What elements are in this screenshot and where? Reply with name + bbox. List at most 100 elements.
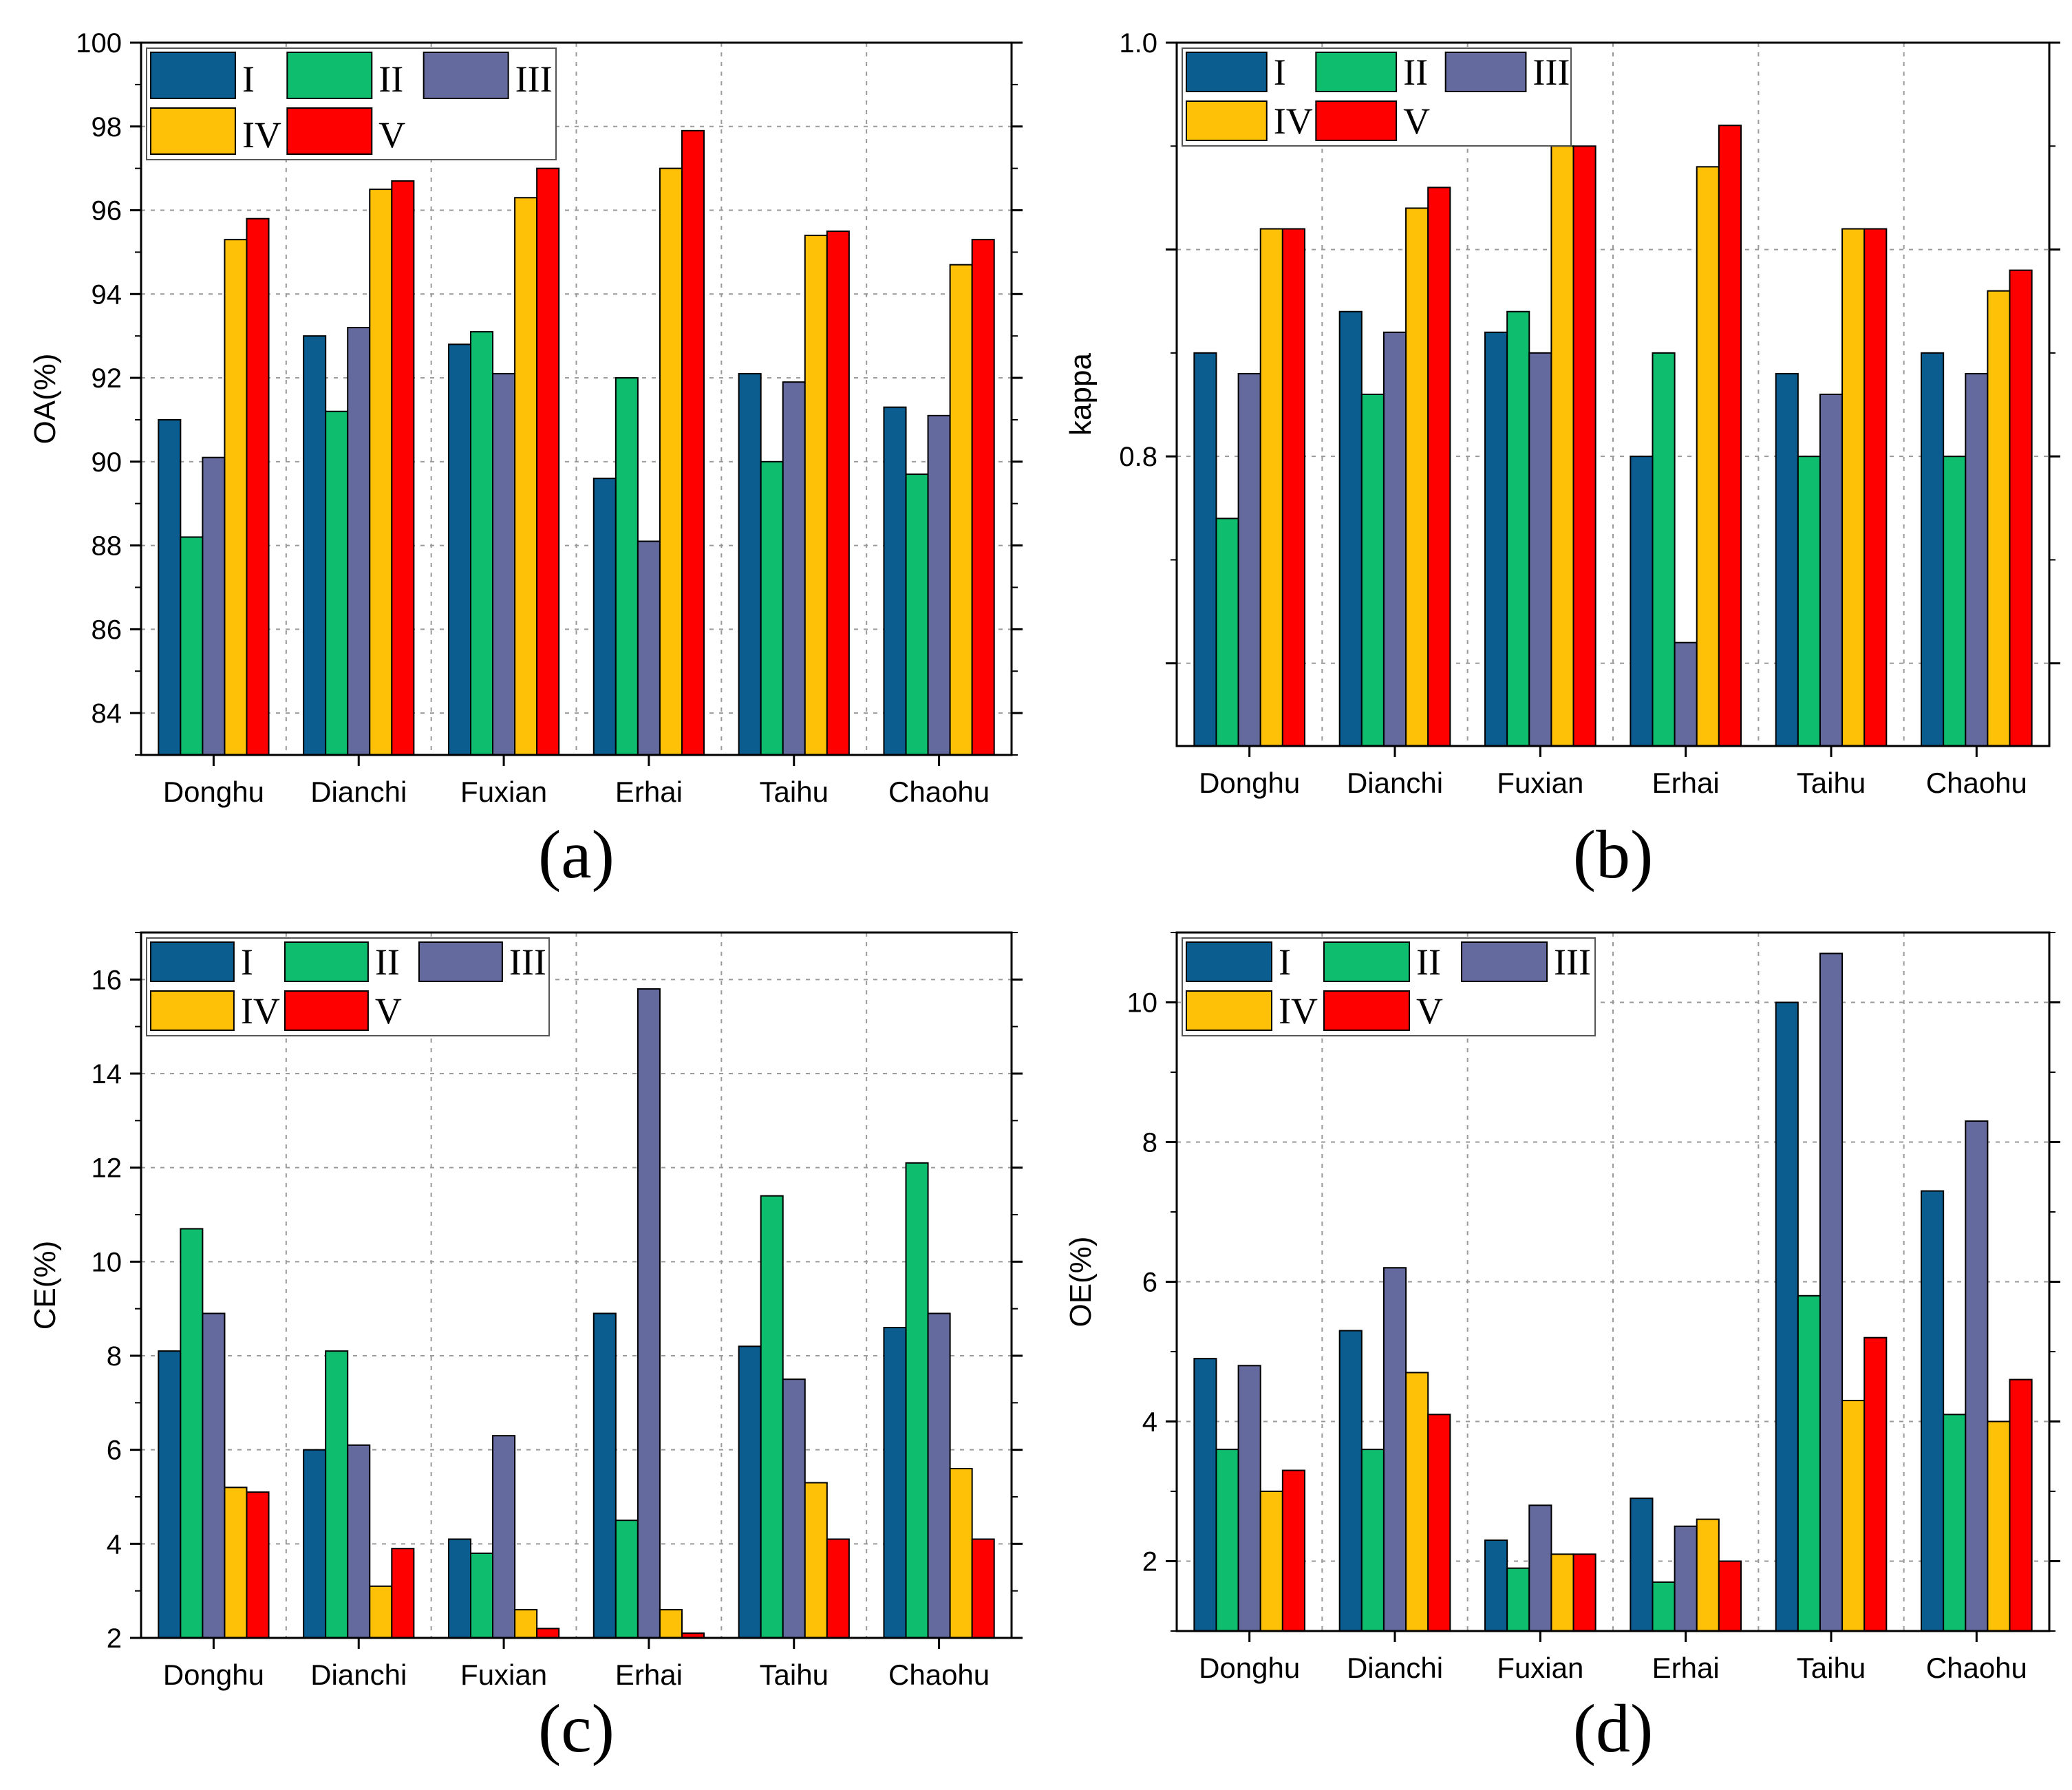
- bar-erhai-series-II: [1652, 352, 1676, 747]
- bar-erhai-series-II: [1652, 1581, 1676, 1632]
- bar-erhai-series-I: [1630, 1498, 1654, 1632]
- bar-fuxian-series-V: [1572, 145, 1596, 747]
- bar-erhai-series-II: [615, 377, 639, 756]
- bar-fuxian-series-V: [536, 1628, 560, 1639]
- bar-donghu-series-V: [246, 1491, 270, 1639]
- x-tick-label: Erhai: [1652, 1652, 1720, 1684]
- legend-swatch-IV: [1186, 990, 1272, 1031]
- y-tick-label: 96: [92, 196, 122, 226]
- legend-swatch-I: [150, 52, 236, 99]
- bar-dianchi-series-I: [303, 1449, 327, 1639]
- bar-erhai-series-V: [1718, 125, 1742, 747]
- bar-dianchi-series-I: [303, 335, 327, 756]
- x-tick-label: Dianchi: [1347, 767, 1443, 799]
- bar-erhai-series-V: [1718, 1560, 1742, 1632]
- bar-dianchi-series-II: [1360, 394, 1385, 747]
- bar-chaohu-series-II: [905, 473, 929, 756]
- legend-swatch-III: [1461, 941, 1548, 982]
- bar-taihu-series-III: [1819, 952, 1844, 1632]
- y-axis-label: CE(%): [28, 1241, 62, 1330]
- bar-taihu-series-IV: [804, 1482, 828, 1639]
- x-tick-label: Erhai: [615, 776, 683, 808]
- bar-fuxian-series-I: [1484, 1539, 1508, 1632]
- bar-fuxian-series-II: [470, 331, 494, 756]
- y-tick-label: 2: [107, 1623, 122, 1654]
- bar-fuxian-series-II: [1506, 310, 1530, 747]
- bar-erhai-series-III: [637, 540, 661, 756]
- legend-label-IV: IV: [241, 990, 280, 1032]
- bar-taihu-series-II: [1797, 1294, 1821, 1632]
- bar-dianchi-series-II: [325, 1350, 349, 1639]
- bar-fuxian-series-III: [492, 1435, 516, 1639]
- legend-swatch-II: [284, 941, 369, 982]
- bar-erhai-series-IV: [1696, 1518, 1720, 1632]
- bar-donghu-series-III: [202, 1312, 226, 1639]
- bar-dianchi-series-V: [391, 180, 415, 756]
- legend-label-V: V: [1416, 990, 1443, 1032]
- bar-erhai-series-V: [681, 129, 705, 756]
- plot-frame: [1175, 931, 2051, 1632]
- legend-label-I: I: [242, 58, 255, 100]
- bar-chaohu-series-III: [927, 414, 951, 756]
- bar-donghu-series-I: [1193, 1358, 1217, 1632]
- legend-label-II: II: [1416, 941, 1441, 983]
- bar-taihu-series-IV: [1841, 1400, 1866, 1632]
- bar-erhai-series-III: [637, 988, 661, 1639]
- y-tick-label: 94: [92, 279, 122, 310]
- bar-chaohu-series-I: [1921, 352, 1945, 747]
- bar-chaohu-series-IV: [949, 1468, 973, 1639]
- x-tick-label: Erhai: [1652, 767, 1720, 799]
- legend-label-III: III: [1554, 941, 1591, 983]
- bar-dianchi-series-I: [1338, 310, 1363, 747]
- panel-label: (b): [1573, 816, 1654, 893]
- chart-panel-3: 2 4 6 8 10 12 14 16 Donghu Dianchi Fuxian Erhai Taih…: [28, 931, 1023, 1767]
- bar-donghu-series-II: [180, 536, 204, 756]
- legend-swatch-IV: [150, 990, 235, 1031]
- bar-erhai-series-I: [1630, 456, 1654, 747]
- x-tick-label: Donghu: [1199, 1652, 1300, 1684]
- bar-chaohu-series-IV: [949, 264, 973, 756]
- legend-label-IV: IV: [1279, 990, 1318, 1032]
- bar-erhai-series-IV: [659, 167, 683, 756]
- legend-label-IV: IV: [242, 114, 281, 156]
- bar-erhai-series-II: [615, 1520, 639, 1639]
- bar-donghu-series-I: [1193, 352, 1217, 747]
- panel-label: (c): [538, 1690, 615, 1767]
- y-axis-label: kappa: [1064, 353, 1098, 436]
- bar-taihu-series-V: [1863, 1336, 1888, 1632]
- x-tick-label: Chaohu: [888, 776, 990, 808]
- y-tick-label: 16: [92, 965, 122, 995]
- y-tick-label: 88: [92, 531, 122, 562]
- bar-chaohu-series-I: [1921, 1190, 1945, 1632]
- bar-fuxian-series-V: [1572, 1553, 1596, 1632]
- legend-swatch-II: [1315, 52, 1398, 92]
- legend-swatch-I: [1186, 941, 1272, 982]
- bar-fuxian-series-IV: [1550, 145, 1574, 747]
- bar-fuxian-series-III: [1528, 352, 1552, 747]
- panel-label: (a): [538, 816, 615, 893]
- bar-taihu-series-II: [1797, 456, 1821, 747]
- bar-dianchi-series-III: [1382, 331, 1407, 747]
- bar-fuxian-series-III: [1528, 1504, 1552, 1632]
- bar-dianchi-series-II: [325, 410, 349, 756]
- bar-erhai-series-I: [592, 1312, 617, 1639]
- bar-donghu-series-V: [246, 217, 270, 756]
- bar-taihu-series-I: [1775, 372, 1799, 747]
- bar-dianchi-series-III: [1382, 1267, 1407, 1632]
- legend-swatch-II: [286, 52, 373, 99]
- plot-frame: [140, 931, 1013, 1639]
- legend-label-V: V: [378, 114, 405, 156]
- bar-chaohu-series-V: [2009, 269, 2033, 747]
- bar-taihu-series-II: [760, 460, 784, 756]
- bar-donghu-series-II: [1215, 518, 1239, 747]
- legend-swatch-V: [1323, 990, 1410, 1031]
- plot-frame: [1175, 41, 2051, 747]
- x-tick-label: Chaohu: [1926, 1652, 2027, 1684]
- legend-label-IV: IV: [1274, 100, 1313, 142]
- y-tick-label: 12: [92, 1153, 122, 1184]
- bar-fuxian-series-I: [447, 343, 472, 756]
- bar-chaohu-series-II: [905, 1162, 929, 1639]
- legend-label-V: V: [1403, 100, 1430, 142]
- y-tick-label: 86: [92, 615, 122, 645]
